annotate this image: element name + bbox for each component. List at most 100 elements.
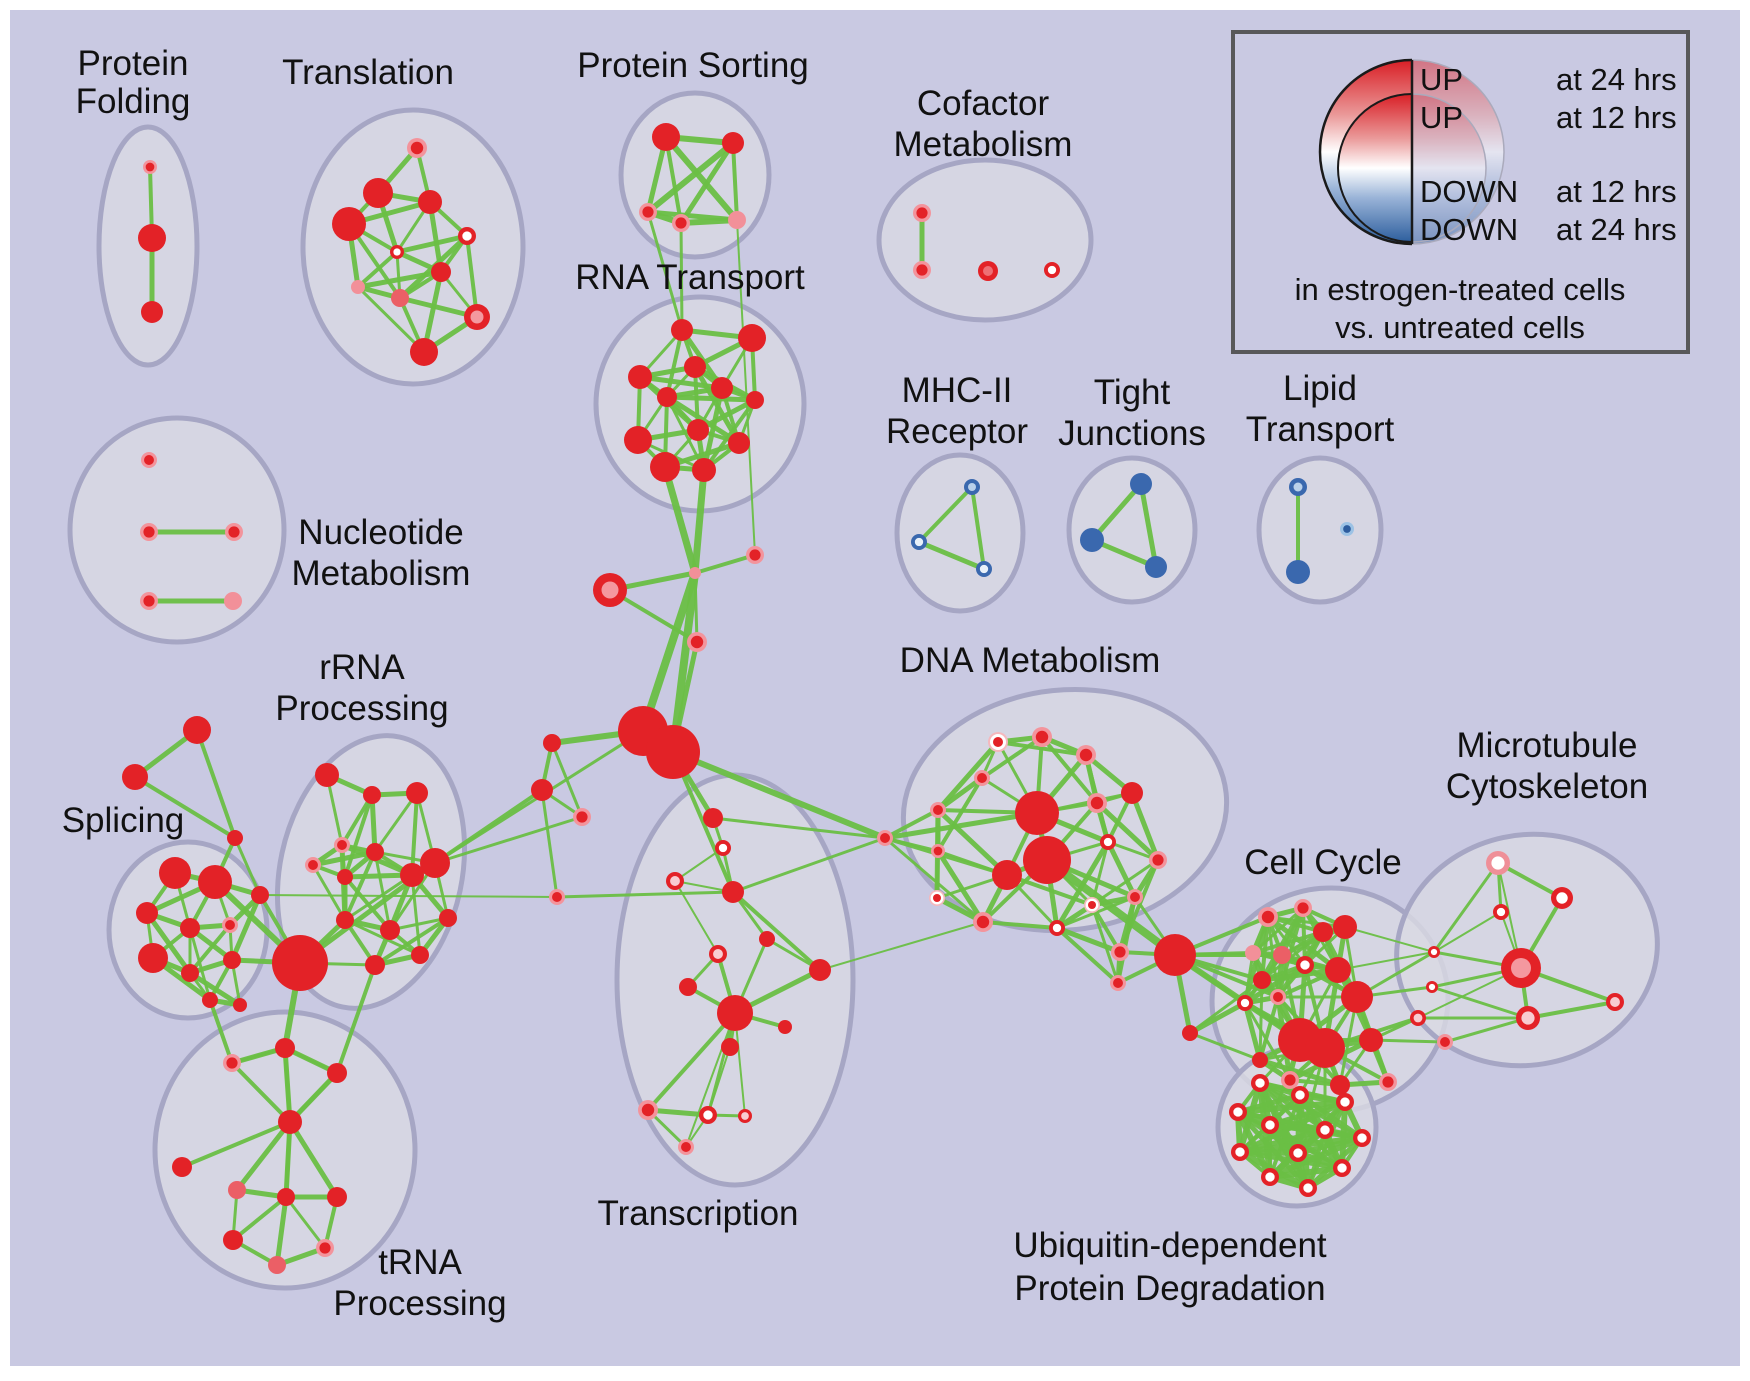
edge-tr10-tr13	[646, 1011, 737, 1112]
node-rr10	[272, 935, 328, 991]
edge-cc18-cc19	[1257, 1057, 1343, 1088]
node-m3	[976, 561, 992, 577]
edge-cc16-mj4	[1369, 1038, 1447, 1044]
edge-tn4-tn7	[283, 1119, 293, 1200]
node-cc1	[1258, 907, 1278, 927]
node-ub2	[1291, 1086, 1309, 1104]
node-t9	[391, 289, 409, 307]
node-tn8	[327, 1187, 347, 1207]
edge-s3-rr9	[433, 815, 584, 865]
edge-sp5-sp7	[188, 923, 232, 975]
edge-ub3-ub4	[1235, 1099, 1348, 1115]
node-spb	[122, 764, 148, 790]
node-tn9	[223, 1230, 243, 1250]
edge-bridge-dn8	[1043, 856, 1179, 959]
edge-ps1-ps4	[664, 135, 683, 225]
legend-fade-overlay	[1412, 58, 1507, 246]
edge-ps5-j2	[736, 219, 756, 556]
label-protein_folding-line1: Protein	[78, 44, 189, 83]
node-rr9	[420, 848, 450, 878]
node-r12	[692, 458, 716, 482]
node-cc7	[1296, 956, 1314, 974]
node-t2	[363, 178, 393, 208]
node-tr5	[722, 881, 744, 903]
node-rr15	[439, 909, 457, 927]
node-dn6	[931, 844, 945, 858]
node-ps3	[639, 203, 657, 221]
node-mt6	[1606, 993, 1624, 1011]
edge-dn4-dn5	[935, 775, 985, 813]
node-dn18	[1127, 889, 1143, 905]
node-ub8	[1231, 1143, 1249, 1161]
node-mj2	[1426, 981, 1438, 993]
node-dn11	[1100, 834, 1116, 850]
node-rr8	[400, 863, 424, 887]
node-cc12	[1182, 1025, 1198, 1041]
node-pf3	[141, 301, 163, 323]
node-r9	[624, 426, 652, 454]
edge-rr2-rr7	[343, 793, 374, 879]
nodes	[122, 123, 1624, 1274]
edge-dn15-dn20	[1055, 926, 1120, 985]
node-dn12	[929, 890, 945, 906]
edge-tn7-tn10	[284, 1195, 327, 1250]
node-tn11	[268, 1256, 286, 1274]
edge-tn4-tn6	[234, 1119, 293, 1193]
node-sp4	[180, 918, 200, 938]
label-tight-line1: Tight	[1094, 373, 1171, 412]
edge-rr6-rr11	[343, 850, 377, 922]
edge-m1-m3	[970, 485, 986, 571]
node-s3	[573, 808, 591, 826]
node-tr6	[759, 931, 775, 947]
edge-mt5-mt6	[1526, 1000, 1617, 1020]
node-tn10	[316, 1239, 334, 1257]
edge-tr4-tr5	[555, 890, 735, 899]
node-cc16	[1359, 1028, 1383, 1052]
label-nucleotide-line2: Metabolism	[292, 554, 471, 593]
label-rna_transport-line1: RNA Transport	[575, 258, 805, 297]
node-j3	[593, 573, 627, 607]
edge-rr6-rr12	[373, 850, 392, 932]
legend: UP at 24 hrs UP at 12 hrs DOWN at 12 hrs DOWN a…	[1231, 30, 1690, 354]
node-tr9	[679, 978, 697, 996]
legend-outer-left-arc	[1318, 58, 1413, 246]
edge-cc11-cc18	[1242, 1000, 1263, 1063]
node-cf3	[978, 261, 998, 281]
node-sp6	[138, 943, 168, 973]
node-r1	[671, 319, 693, 341]
cluster-ellipse-trna	[152, 1009, 418, 1291]
node-cc17	[1281, 1071, 1299, 1089]
node-mj1	[1428, 946, 1440, 958]
node-ps4	[672, 214, 690, 232]
edge-mj4-mt5	[1443, 1016, 1530, 1044]
edge-r11-j1	[661, 463, 699, 577]
legend-caption-line2: vs. untreated cells	[1335, 310, 1585, 345]
edge-rr3-rr6	[373, 791, 419, 854]
node-c3	[646, 725, 700, 779]
node-tn1	[223, 1054, 241, 1072]
legend-time-4: at 24 hrs	[1556, 212, 1677, 247]
node-ub12	[1299, 1179, 1317, 1197]
legend-inner-left-arc	[1337, 93, 1413, 243]
edge-cc9-cc18	[1258, 978, 1264, 1062]
node-mt2	[1551, 887, 1573, 909]
node-mt5	[1516, 1006, 1540, 1030]
node-sp2	[198, 865, 232, 899]
edge-dn4-dn6	[936, 776, 984, 853]
node-ub6	[1316, 1121, 1334, 1139]
node-tn5	[172, 1157, 192, 1177]
edge-cc7-cc11	[1242, 962, 1308, 1006]
node-rr12	[380, 920, 400, 940]
edge-ub5-ub12	[1267, 1122, 1311, 1191]
legend-box	[1231, 30, 1690, 354]
node-ub10	[1333, 1159, 1351, 1177]
node-sp11	[233, 998, 247, 1012]
node-tn7	[277, 1188, 295, 1206]
edge-t6-t8	[356, 250, 399, 289]
legend-direction-2: UP	[1420, 100, 1463, 135]
node-tr12	[721, 1038, 739, 1056]
edge-spa-spc	[195, 728, 237, 840]
node-ub1	[1251, 1074, 1269, 1092]
node-spc	[227, 830, 243, 846]
